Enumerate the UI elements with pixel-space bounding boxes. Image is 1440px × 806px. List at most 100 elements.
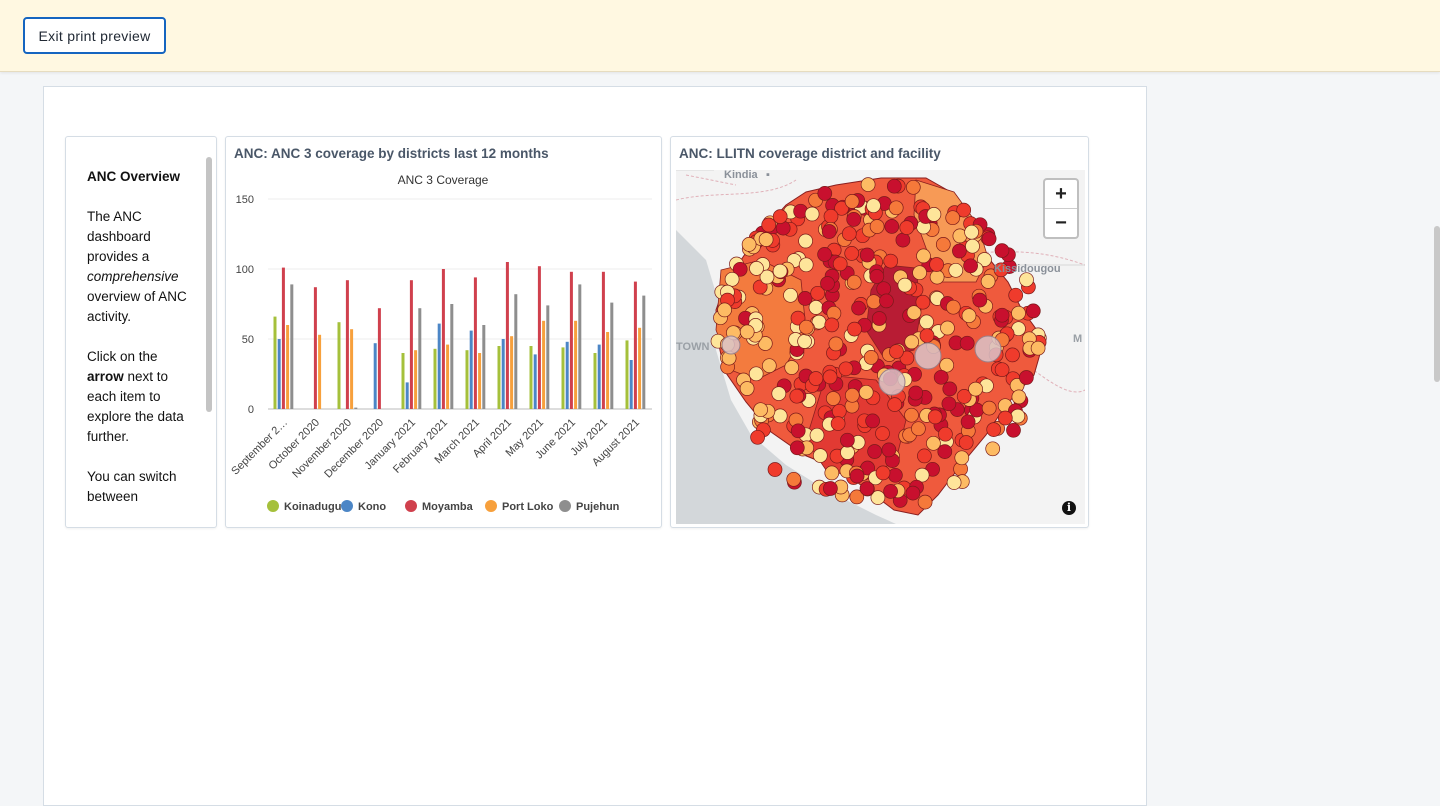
facility-marker[interactable] <box>821 224 837 239</box>
facility-marker[interactable] <box>981 231 997 247</box>
facility-marker[interactable] <box>917 448 932 464</box>
facility-marker[interactable] <box>859 481 875 496</box>
facility-marker[interactable] <box>825 391 841 406</box>
facility-marker[interactable] <box>832 256 848 272</box>
facility-marker[interactable] <box>912 265 927 281</box>
facility-marker[interactable] <box>849 468 865 484</box>
facility-marker[interactable] <box>961 308 977 324</box>
facility-marker[interactable] <box>1006 422 1021 438</box>
facility-marker[interactable] <box>1030 340 1046 356</box>
facility-marker[interactable] <box>899 350 915 366</box>
facility-marker[interactable] <box>798 257 814 273</box>
facility-marker[interactable] <box>915 294 931 310</box>
facility-marker[interactable] <box>840 445 855 460</box>
facility-marker[interactable] <box>798 233 813 249</box>
facility-marker[interactable] <box>846 274 862 290</box>
facility-marker[interactable] <box>844 194 860 209</box>
facility-marker[interactable] <box>1025 303 1041 319</box>
facility-marker[interactable] <box>895 232 911 248</box>
facility-marker[interactable] <box>937 444 953 459</box>
facility-marker[interactable] <box>849 489 865 505</box>
facility-marker[interactable] <box>886 178 902 194</box>
facility-marker[interactable] <box>772 263 788 279</box>
zoom-out-button[interactable]: − <box>1055 212 1067 234</box>
facility-marker[interactable] <box>1019 370 1034 385</box>
facility-marker[interactable] <box>820 276 835 291</box>
facility-marker[interactable] <box>980 274 996 289</box>
facility-marker[interactable] <box>828 336 844 352</box>
zoom-in-button[interactable]: + <box>1045 180 1077 209</box>
facility-marker[interactable] <box>875 426 890 441</box>
facility-marker[interactable] <box>940 320 955 336</box>
facility-marker[interactable] <box>945 210 961 226</box>
facility-marker[interactable] <box>946 475 962 490</box>
facility-marker[interactable] <box>808 371 824 386</box>
facility-marker[interactable] <box>753 402 768 418</box>
facility-marker[interactable] <box>870 490 886 505</box>
facility-marker[interactable] <box>767 462 783 477</box>
facility-marker[interactable] <box>1019 272 1034 288</box>
facility-marker[interactable] <box>887 397 903 412</box>
facility-marker[interactable] <box>929 257 944 272</box>
facility-marker[interactable] <box>899 220 915 235</box>
facility-marker[interactable] <box>986 422 1002 437</box>
facility-marker[interactable] <box>739 381 755 396</box>
facility-marker[interactable] <box>964 224 979 240</box>
facility-marker[interactable] <box>960 414 976 430</box>
facility-marker[interactable] <box>869 219 885 234</box>
facility-marker[interactable] <box>823 208 839 224</box>
facility-marker[interactable] <box>789 388 805 404</box>
facility-marker[interactable] <box>1010 408 1026 424</box>
facility-marker[interactable] <box>972 292 988 308</box>
facility-marker[interactable] <box>732 261 748 277</box>
page-scrollbar[interactable] <box>1434 226 1440 382</box>
facility-marker[interactable] <box>810 285 826 301</box>
facility-marker[interactable] <box>741 237 757 252</box>
facility-marker[interactable] <box>942 381 958 397</box>
facility-marker[interactable] <box>1011 389 1027 405</box>
facility-marker[interactable] <box>761 217 777 233</box>
facility-marker[interactable] <box>851 300 866 316</box>
exit-print-preview-button[interactable]: Exit print preview <box>23 17 166 54</box>
facility-marker[interactable] <box>968 381 983 397</box>
facility-marker[interactable] <box>717 302 732 318</box>
facility-marker[interactable] <box>904 334 920 350</box>
facility-marker[interactable] <box>956 389 972 404</box>
facility-marker[interactable] <box>919 314 934 330</box>
facility-marker[interactable] <box>883 484 898 499</box>
facility-marker[interactable] <box>905 485 921 501</box>
facility-marker[interactable] <box>790 423 806 439</box>
facility-marker[interactable] <box>739 324 755 340</box>
facility-marker[interactable] <box>1011 305 1026 321</box>
facility-marker[interactable] <box>905 179 921 195</box>
facility-marker[interactable] <box>824 317 840 333</box>
facility-marker[interactable] <box>958 435 974 450</box>
facility-marker[interactable] <box>758 232 774 247</box>
facility-marker[interactable] <box>1008 287 1024 303</box>
map-canvas[interactable]: Kindia ▪ Kissidougou TOWN M + − i <box>676 170 1085 524</box>
facility-marker[interactable] <box>786 471 802 487</box>
facility-marker[interactable] <box>761 358 777 374</box>
facility-marker[interactable] <box>771 386 787 401</box>
facility-marker[interactable] <box>724 271 740 287</box>
facility-marker[interactable] <box>772 408 788 424</box>
facility-marker[interactable] <box>858 384 874 400</box>
facility-marker[interactable] <box>869 269 885 284</box>
facility-marker[interactable] <box>749 261 764 276</box>
facility-marker[interactable] <box>809 427 825 443</box>
facility-marker[interactable] <box>916 248 931 264</box>
facility-marker[interactable] <box>952 243 967 259</box>
facility-marker[interactable] <box>841 226 857 242</box>
facility-marker[interactable] <box>941 396 957 412</box>
facility-marker[interactable] <box>859 247 875 263</box>
facility-marker[interactable] <box>772 209 788 224</box>
facility-marker[interactable] <box>846 212 862 227</box>
facility-marker[interactable] <box>824 465 840 481</box>
facility-marker[interactable] <box>993 262 1009 278</box>
facility-marker[interactable] <box>748 366 764 382</box>
facility-marker[interactable] <box>798 319 814 335</box>
facility-marker[interactable] <box>1005 347 1020 363</box>
facility-marker[interactable] <box>784 360 800 375</box>
facility-marker[interactable] <box>917 494 933 510</box>
facility-marker[interactable] <box>797 334 812 349</box>
